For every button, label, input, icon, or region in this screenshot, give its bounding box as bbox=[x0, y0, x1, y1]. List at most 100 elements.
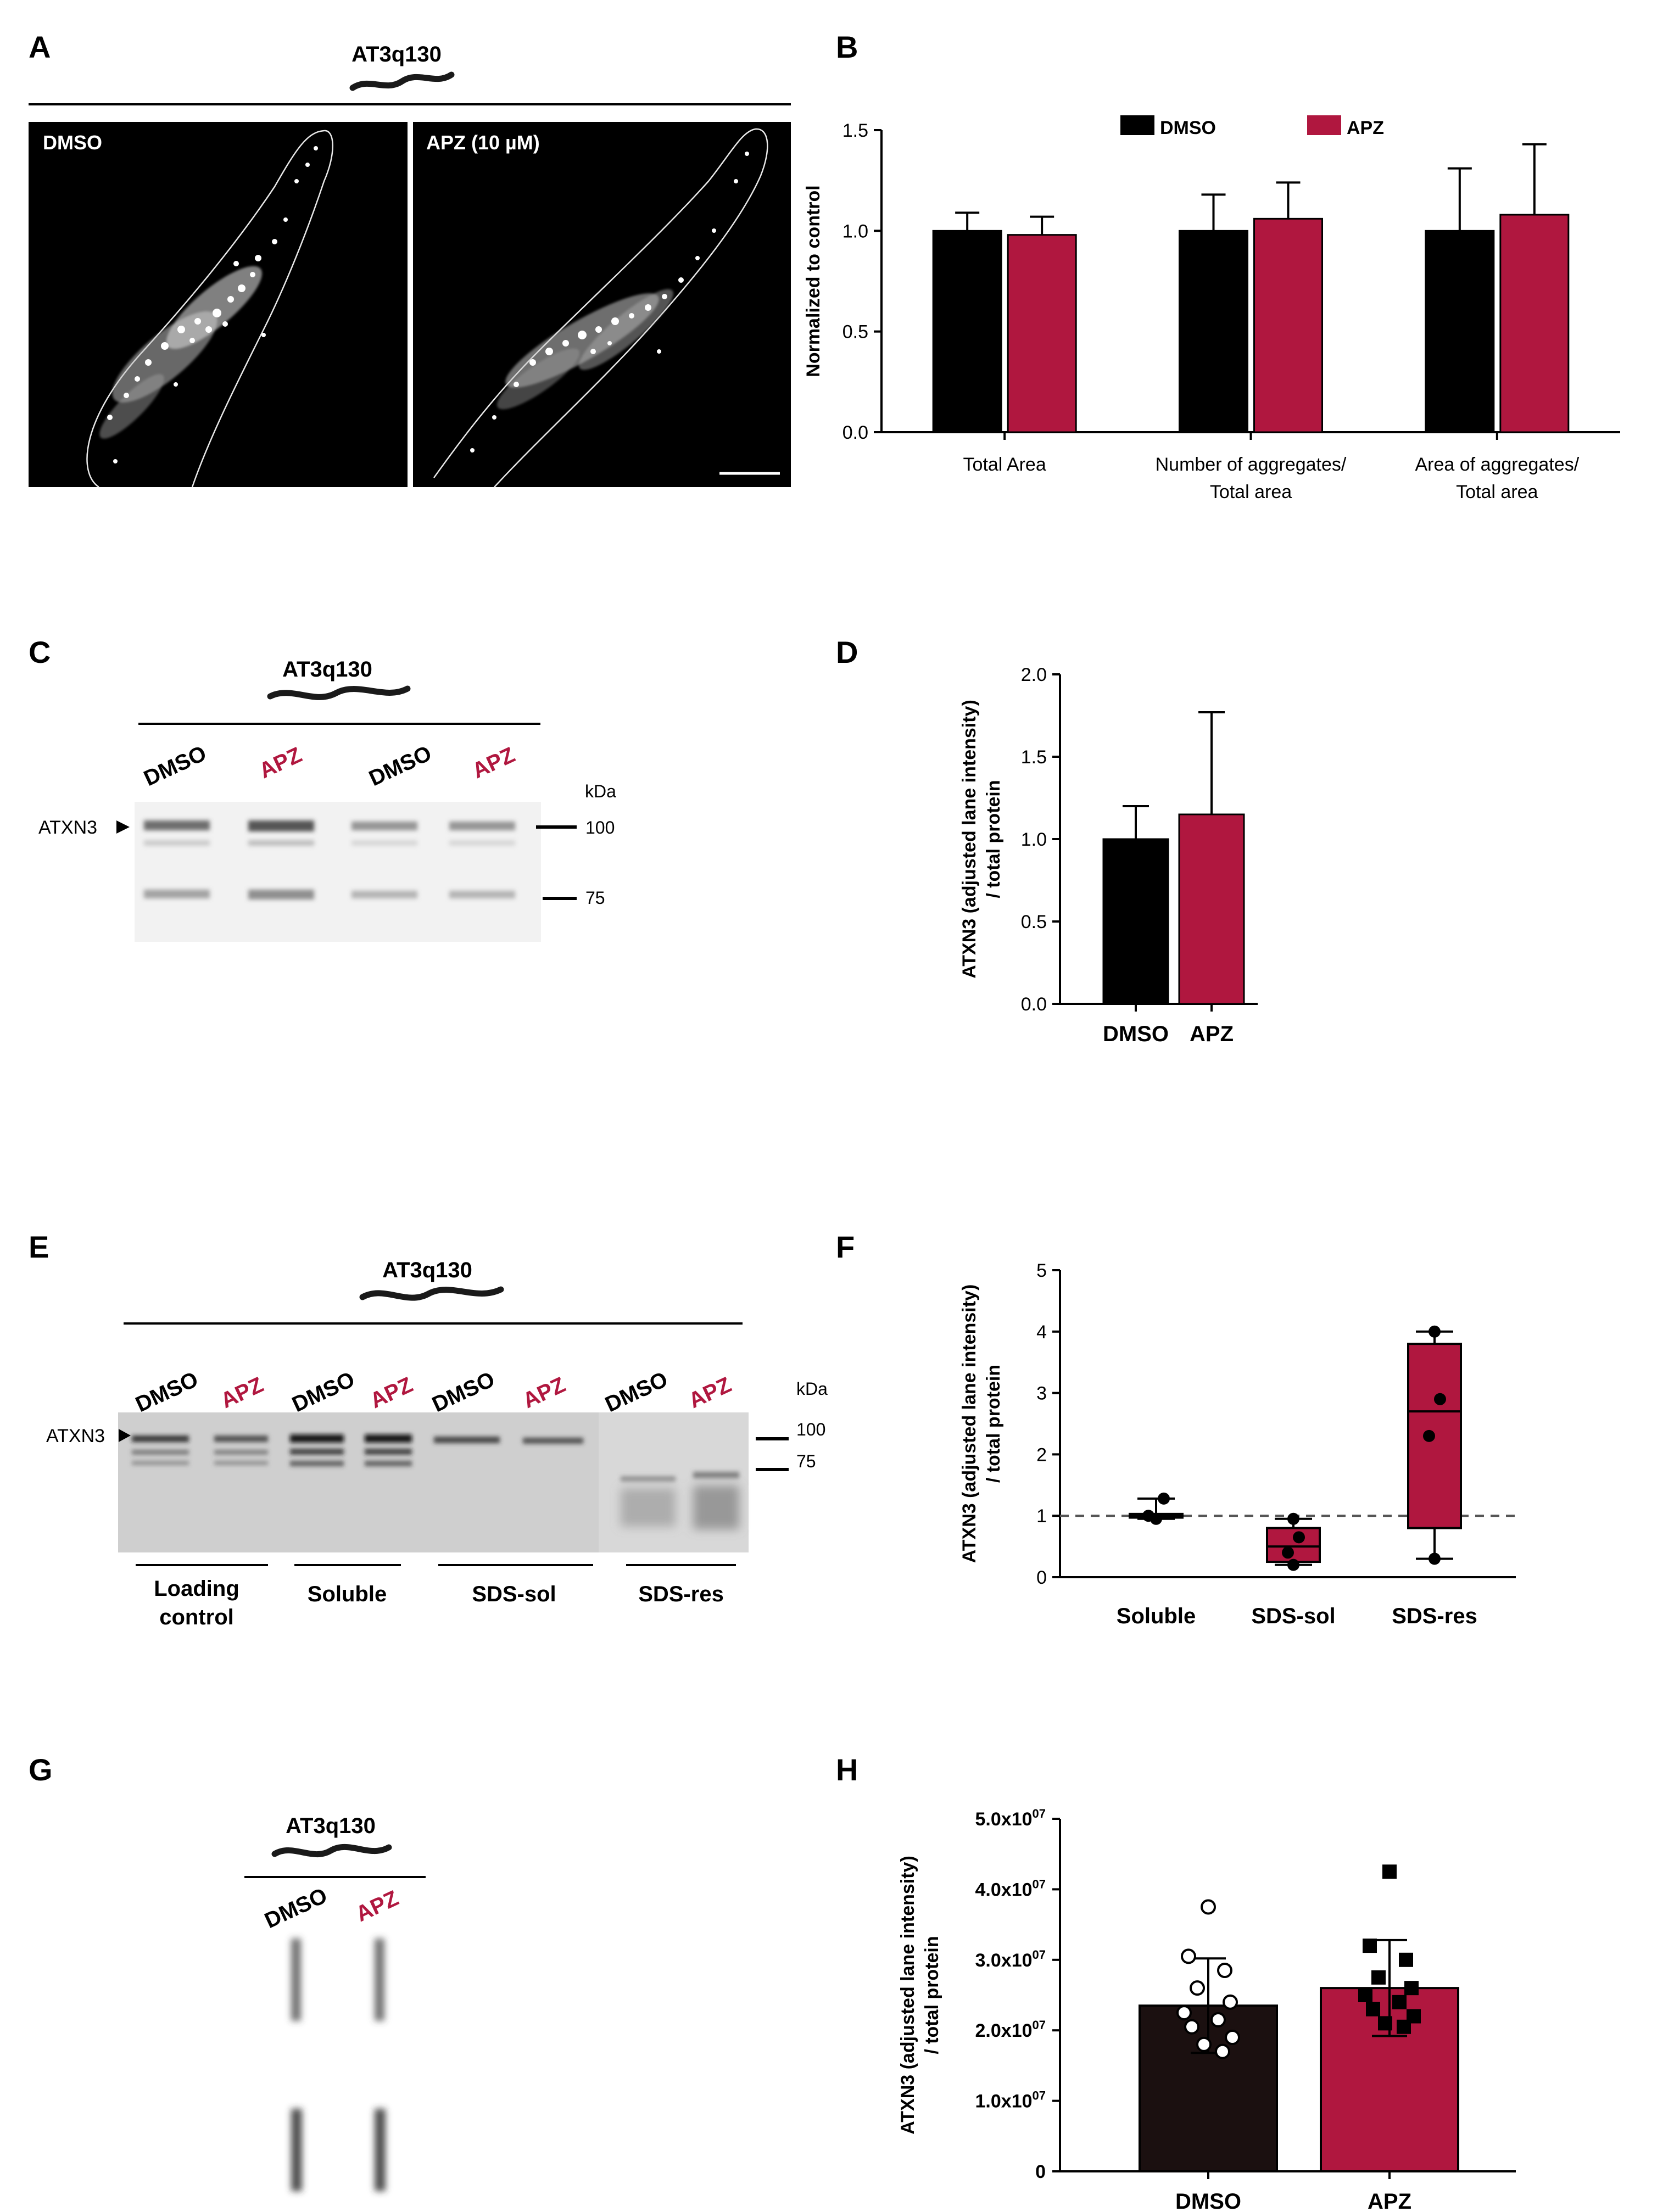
data-point bbox=[1434, 1393, 1446, 1405]
x-tick-label: Total Area bbox=[963, 454, 1046, 475]
panel-letter-g: G bbox=[29, 1752, 53, 1787]
panel-letter-d: D bbox=[836, 635, 858, 669]
y-tick-label: 0.0 bbox=[842, 422, 868, 443]
data-point bbox=[1181, 1948, 1196, 1964]
y-tick-label: 2.0x1007 bbox=[975, 2018, 1046, 2041]
data-point bbox=[1225, 2030, 1240, 2046]
fraction-label: Loading bbox=[154, 1577, 239, 1601]
data-point bbox=[1429, 1325, 1441, 1338]
micrograph-label-dmso: DMSO bbox=[43, 131, 102, 154]
western-blot-c bbox=[135, 802, 541, 942]
strain-label-c: AT3q130 bbox=[282, 657, 372, 682]
y-tick-label: 1.0 bbox=[842, 221, 868, 242]
data-point bbox=[1215, 2043, 1230, 2059]
data-point bbox=[1358, 1988, 1372, 2002]
x-tick-label: APZ bbox=[1190, 1022, 1234, 1046]
bar bbox=[1007, 234, 1077, 433]
y-tick-label: 4.0x1007 bbox=[975, 1877, 1046, 1900]
chart-f: 0 1 2 3 4 5 ATXN3 (adjusted lane intensity) / t… bbox=[959, 1260, 1516, 1628]
lane-label: APZ bbox=[217, 1372, 267, 1413]
box bbox=[1266, 1527, 1321, 1563]
lane-label: APZ bbox=[685, 1372, 735, 1413]
bar bbox=[1179, 230, 1248, 433]
x-tick-label: DMSO bbox=[1103, 1022, 1169, 1046]
data-point bbox=[1382, 1864, 1397, 1879]
lane-label: APZ bbox=[352, 1886, 402, 1926]
micrograph-apz: APZ (10 µM) bbox=[413, 122, 791, 488]
data-point bbox=[1287, 1512, 1299, 1525]
strain-label-e: AT3q130 bbox=[382, 1258, 472, 1282]
lane-label: APZ bbox=[468, 742, 518, 783]
data-point bbox=[1158, 1492, 1170, 1505]
data-point bbox=[1397, 2019, 1411, 2034]
panel-letter-c: C bbox=[29, 635, 51, 669]
panel-letter-b: B bbox=[836, 30, 858, 64]
y-tick-label: 5.0x1007 bbox=[975, 1807, 1046, 1830]
data-point bbox=[1423, 1429, 1435, 1442]
marker-100-c: 100 bbox=[585, 818, 615, 837]
bar bbox=[932, 230, 1002, 433]
lane-label: APZ bbox=[366, 1372, 416, 1413]
fraction-label: SDS-res bbox=[638, 1582, 724, 1606]
strain-label-g: AT3q130 bbox=[286, 1814, 376, 1838]
y-tick-label: 0 bbox=[1035, 2161, 1046, 2182]
x-tick-label: Area of aggregates/ bbox=[1415, 454, 1580, 475]
data-point bbox=[1217, 1963, 1232, 1979]
micrograph-dmso: DMSO bbox=[29, 122, 408, 488]
worm-icon bbox=[349, 71, 455, 91]
y-axis-title: / total protein bbox=[983, 780, 1004, 898]
lane-label: APZ bbox=[519, 1372, 569, 1413]
y-tick-label: 1.5 bbox=[1021, 747, 1047, 768]
chart-b: 0.0 0.5 1.0 1.5 Normalized to control Total A… bbox=[803, 115, 1620, 502]
panel-c: C AT3q130 DMSO APZ DMSO APZ bbox=[29, 635, 616, 942]
data-point bbox=[1399, 1952, 1413, 1967]
y-axis-title: Normalized to control bbox=[803, 185, 824, 377]
y-tick-label: 1 bbox=[1036, 1506, 1047, 1527]
lane-label: DMSO bbox=[261, 1884, 331, 1934]
legend-swatch bbox=[1120, 115, 1154, 135]
data-point bbox=[1392, 1995, 1407, 2009]
data-point bbox=[1190, 1980, 1205, 1996]
y-tick-label: 1.5 bbox=[842, 120, 868, 141]
x-tick-label: DMSO bbox=[1175, 2189, 1241, 2212]
data-point bbox=[1142, 1510, 1154, 1522]
bar bbox=[1102, 838, 1169, 1005]
y-axis-title: ATXN3 (adjusted lane intensity) bbox=[959, 700, 980, 979]
legend-swatch bbox=[1307, 115, 1341, 135]
panel-d: D 0.0 0.5 1.0 1.5 2.0 ATXN3 (adjusted lane in… bbox=[836, 635, 1258, 1046]
x-tick-label: SDS-res bbox=[1392, 1604, 1477, 1628]
data-point bbox=[1429, 1552, 1441, 1565]
y-tick-label: 1.0x1007 bbox=[975, 2089, 1046, 2112]
worm-icon bbox=[267, 685, 411, 700]
panel-e: E AT3q130 DMSO APZ DMSO APZ DMSO APZ DMS… bbox=[29, 1230, 828, 1629]
fraction-label: control bbox=[159, 1605, 234, 1629]
band-arrow-icon bbox=[116, 820, 130, 834]
fraction-label: SDS-sol bbox=[472, 1582, 556, 1606]
data-point bbox=[1176, 2005, 1192, 2021]
panel-a: A AT3q130 DMSO bbox=[29, 30, 791, 488]
data-point bbox=[1282, 1546, 1294, 1559]
western-blot-e bbox=[118, 1412, 749, 1552]
y-tick-label: 0.5 bbox=[1021, 912, 1047, 932]
y-tick-label: 4 bbox=[1036, 1322, 1047, 1343]
lane-label: DMSO bbox=[140, 741, 210, 791]
y-tick-label: 3.0x1007 bbox=[975, 1948, 1046, 1971]
x-tick-label: Soluble bbox=[1117, 1604, 1196, 1628]
panel-f: F 0 1 2 3 4 5 ATXN3 (adjusted lane intensity) /… bbox=[836, 1230, 1516, 1628]
panel-letter-a: A bbox=[29, 30, 51, 64]
data-point bbox=[1371, 1970, 1386, 1985]
y-tick-label: 0 bbox=[1036, 1567, 1047, 1588]
marker-75-c: 75 bbox=[585, 888, 605, 908]
x-tick-label: Total area bbox=[1210, 482, 1292, 502]
worm-icon bbox=[271, 1844, 392, 1858]
panel-g: G AT3q130 DMSO APZ bbox=[29, 1752, 426, 2191]
fraction-labels: Loading control Soluble SDS-sol SDS-res bbox=[136, 1564, 736, 1629]
x-tick-label: APZ bbox=[1368, 2189, 1411, 2212]
y-axis-title: / total protein bbox=[983, 1365, 1004, 1483]
data-point bbox=[1404, 1981, 1419, 1996]
data-point bbox=[1378, 2016, 1392, 2031]
marker-75-e: 75 bbox=[796, 1451, 816, 1471]
data-point bbox=[1184, 2019, 1199, 2035]
panel-letter-e: E bbox=[29, 1230, 49, 1264]
panel-h: H 0 1.0x1007 2.0x1007 3.0x1007 4.0x1007 5.0x1… bbox=[836, 1752, 1516, 2212]
